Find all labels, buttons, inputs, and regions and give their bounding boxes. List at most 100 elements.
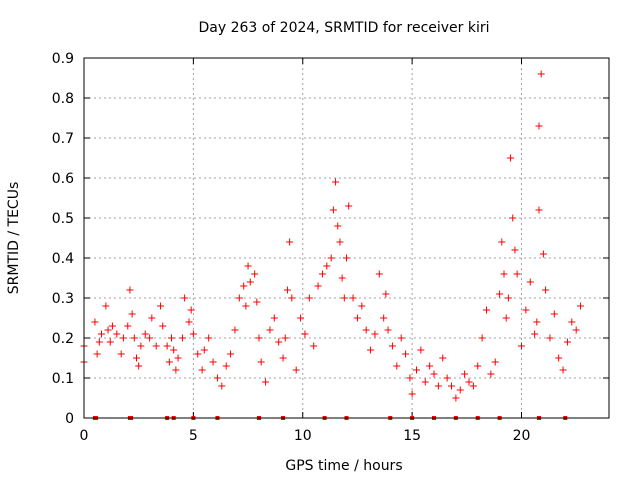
data-point: [518, 342, 525, 350]
data-point: [231, 326, 239, 334]
y-tick-label: 0.1: [52, 371, 74, 387]
x-tick-label: 5: [189, 428, 198, 444]
data-point: [174, 354, 182, 362]
data-point: [146, 334, 154, 342]
data-point: [478, 334, 486, 342]
data-point: [572, 326, 580, 334]
data-point: [332, 178, 340, 186]
data-point: [235, 294, 243, 302]
data-point: [240, 282, 248, 290]
data-point: [148, 314, 156, 322]
data-point: [305, 294, 313, 302]
data-point: [279, 354, 287, 362]
data-point: [384, 326, 392, 334]
data-point: [334, 222, 342, 230]
data-point: [388, 342, 396, 350]
data-point: [329, 206, 337, 214]
data-point: [546, 334, 554, 342]
data-point: [343, 254, 350, 262]
data-point: [406, 374, 414, 382]
data-point: [205, 334, 213, 342]
data-point: [345, 202, 353, 210]
y-tick-label: 0.6: [52, 171, 74, 187]
y-tick-label: 0.5: [52, 211, 74, 227]
data-point: [98, 330, 105, 338]
data-point: [491, 358, 499, 366]
data-point: [286, 238, 294, 246]
data-point: [375, 270, 383, 278]
data-point: [253, 298, 261, 306]
data-point: [130, 334, 138, 342]
data-point: [163, 342, 171, 350]
data-point: [128, 310, 136, 318]
data-point: [91, 318, 99, 326]
data-point: [563, 338, 571, 346]
data-point: [349, 294, 357, 302]
data-point: [133, 354, 140, 362]
data-point: [397, 334, 405, 342]
data-point: [244, 262, 252, 270]
data-point: [456, 386, 464, 394]
data-point: [367, 346, 375, 354]
data-point: [452, 394, 460, 402]
data-point: [270, 314, 278, 322]
data-point: [496, 290, 504, 298]
data-point: [288, 294, 296, 302]
data-point: [189, 330, 197, 338]
data-point: [262, 378, 270, 386]
data-point: [209, 358, 217, 366]
data-point: [93, 350, 101, 358]
data-point: [358, 302, 366, 310]
data-point: [502, 314, 510, 322]
data-point: [559, 366, 567, 374]
data-point: [251, 270, 259, 278]
data-point: [507, 154, 515, 162]
axis-ticks: 0 0.1 0.2 0.3 0.4 0.5 0.6 0.7 0.8 0.9 0 5 10 15 20: [52, 51, 609, 444]
data-point: [106, 338, 114, 346]
data-point: [297, 314, 305, 322]
data-point: [181, 294, 189, 302]
data-point: [246, 278, 254, 286]
y-tick-label: 0: [65, 411, 74, 427]
data-point: [408, 390, 416, 398]
data-point: [504, 294, 512, 302]
data-point: [443, 374, 451, 382]
data-point: [185, 318, 193, 326]
data-point: [318, 270, 326, 278]
data-point: [198, 366, 206, 374]
data-point: [266, 326, 274, 334]
data-point: [170, 346, 178, 354]
data-point: [117, 350, 125, 358]
data-point: [310, 342, 318, 350]
data-point: [469, 382, 477, 390]
x-tick-label: 20: [513, 428, 531, 444]
data-point: [382, 290, 390, 298]
data-point: [227, 350, 235, 358]
data-point: [172, 366, 180, 374]
data-point: [522, 306, 530, 314]
data-point: [159, 322, 167, 330]
data-point: [568, 318, 576, 326]
data-point: [340, 294, 348, 302]
data-point: [393, 362, 401, 370]
data-point: [500, 270, 508, 278]
data-point: [509, 214, 517, 222]
data-point: [461, 370, 469, 378]
data-point: [430, 370, 438, 378]
y-tick-label: 0.3: [52, 291, 74, 307]
data-point: [165, 358, 173, 366]
data-point: [448, 382, 455, 390]
x-tick-label: 10: [294, 428, 312, 444]
data-point: [483, 306, 490, 314]
data-point: [474, 362, 482, 370]
data-point: [135, 362, 143, 370]
data-point: [124, 322, 132, 330]
data-point: [213, 374, 221, 382]
data-point: [535, 206, 543, 214]
data-point: [323, 262, 331, 270]
data-point: [577, 302, 585, 310]
data-point: [434, 382, 442, 390]
x-axis-label: GPS time / hours: [285, 458, 402, 474]
data-point: [301, 330, 309, 338]
